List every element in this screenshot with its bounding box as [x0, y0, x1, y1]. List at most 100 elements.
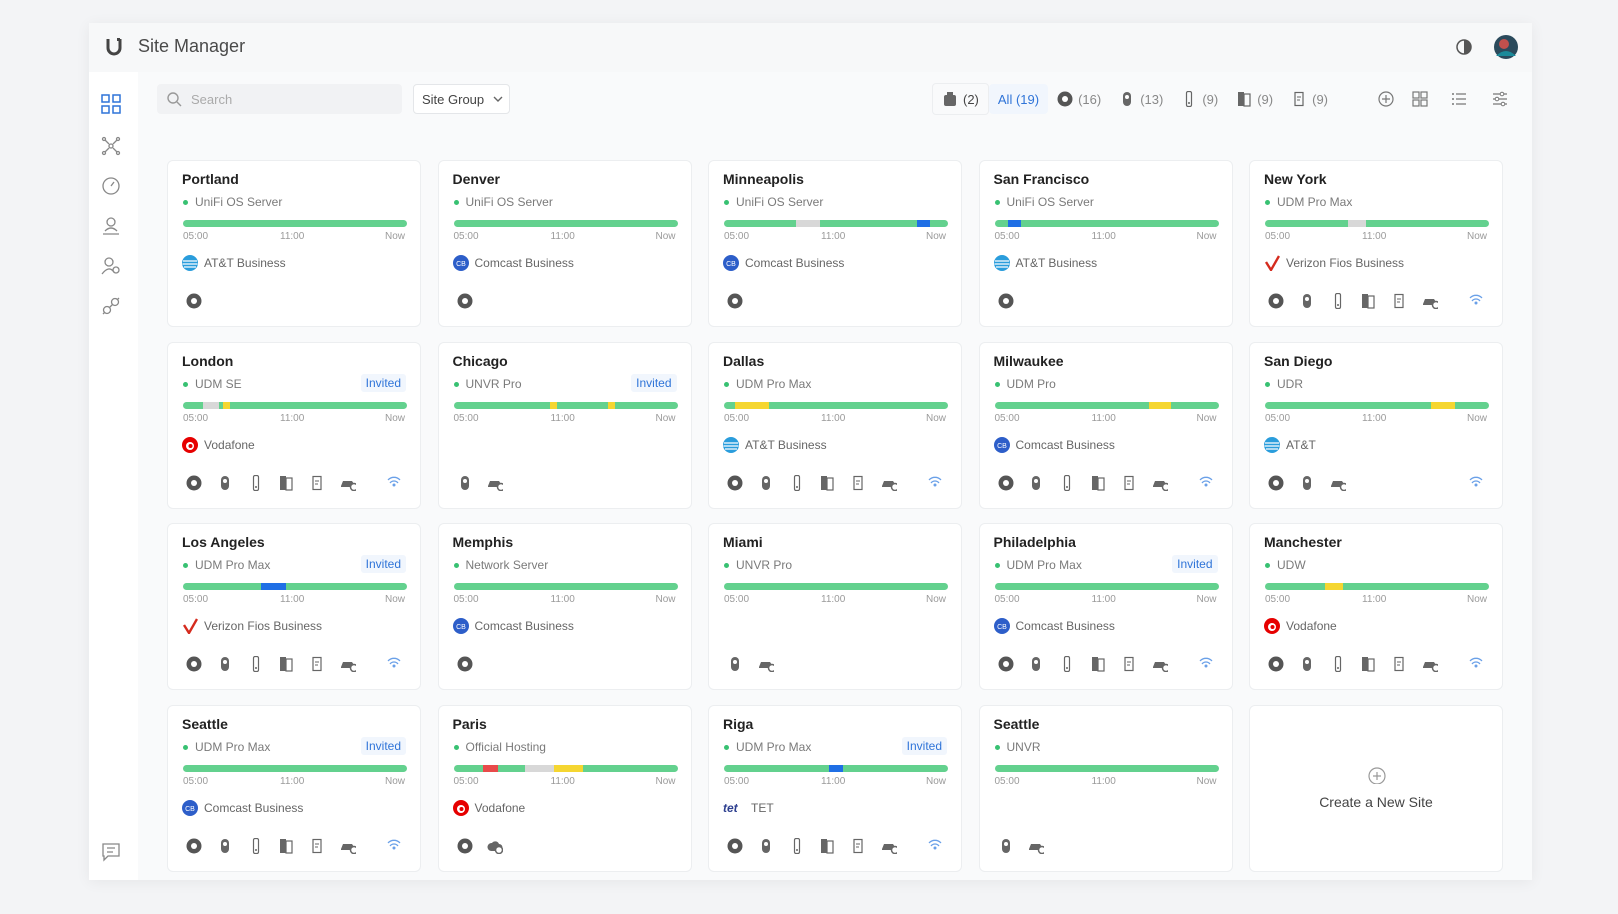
site-card[interactable]: Seattle UNVR 05:00 11:00 Now: [978, 704, 1233, 872]
device-icon: [387, 657, 401, 668]
site-card[interactable]: Los Angeles UDM Pro Max Invited 05:00 11:00 N…: [167, 523, 421, 690]
grid-view[interactable]: [1412, 91, 1428, 107]
site-card[interactable]: Seattle UDM Pro Max Invited 05:00 11:00 Now CB…: [167, 704, 421, 872]
settings-part: [1494, 96, 1500, 102]
filter-button[interactable]: All (19): [988, 84, 1049, 114]
time-label: 05:00: [1265, 594, 1291, 605]
device-icon: [1199, 476, 1212, 486]
site-group-dropdown[interactable]: Site Group: [413, 84, 510, 114]
device-icon: [1469, 294, 1483, 305]
uptime-segment: [554, 764, 584, 772]
device-icon: [1268, 656, 1284, 672]
site-card[interactable]: Paris Official Hosting 05:00 11:00 Now Vodafo…: [437, 704, 692, 872]
filter-count: (16): [1078, 91, 1102, 107]
filter-button[interactable]: (9): [1227, 84, 1282, 114]
device-icon-part: [315, 661, 320, 666]
grid-view-part: [1412, 99, 1420, 107]
device-icon: [220, 838, 229, 853]
nav-topology[interactable]: [101, 136, 121, 156]
nav-dashboard[interactable]: [101, 94, 121, 114]
filter-count: (9): [1202, 91, 1219, 107]
filter-button[interactable]: (9): [1282, 84, 1337, 114]
site-card[interactable]: Dallas UDM Pro Max 05:00 11:00 Now AT&T Busin…: [708, 341, 962, 509]
device-icon: [998, 475, 1013, 490]
isp-logo: tet: [723, 801, 739, 815]
uptime-segment: [916, 220, 931, 227]
avatar[interactable]: [1493, 34, 1519, 60]
nav-users[interactable]: [101, 256, 121, 276]
site-card[interactable]: Miami UNVR Pro 05:00 11:00 Now: [708, 523, 962, 690]
site-card[interactable]: New York UDM Pro Max 05:00 11:00 Now Verizon …: [1249, 160, 1503, 327]
device-icons: [457, 475, 677, 495]
device-icon: [252, 474, 259, 491]
time-label: Now: [1196, 775, 1217, 787]
site-card[interactable]: Riga UDM Pro Max Invited 05:00 11:00 Now tet TE…: [708, 704, 962, 872]
search-box[interactable]: Search: [157, 84, 402, 114]
filter-button[interactable]: (2): [932, 83, 989, 115]
device-icon: [1423, 662, 1438, 672]
create-site-label: Create a New Site: [1319, 793, 1433, 810]
nav-admins[interactable]: [101, 216, 121, 236]
device-icon-part: [1002, 479, 1009, 486]
list-view[interactable]: [1451, 91, 1467, 107]
site-card[interactable]: Manchester UDW 05:00 11:00 Now Vodafone: [1249, 523, 1503, 690]
device-icon-part: [312, 838, 322, 853]
nav-feedback[interactable]: [101, 842, 121, 862]
isp: CB Comcast Business: [452, 618, 574, 634]
settings[interactable]: [1492, 91, 1508, 107]
time-label: 11:00: [280, 775, 305, 787]
device-icon: [928, 839, 942, 849]
site-card[interactable]: Philadelphia UDM Pro Max Invited 05:00 11:00…: [978, 523, 1233, 690]
nav-speed[interactable]: [101, 176, 121, 196]
site-card[interactable]: Minneapolis UniFi OS Server 05:00 11:00 Now C…: [708, 160, 962, 327]
site-card[interactable]: Memphis Network Server 05:00 11:00 Now CB Comc…: [437, 523, 692, 690]
site-card[interactable]: Denver UniFi OS Server 05:00 11:00 Now CB Comc…: [437, 160, 692, 327]
device-icon-part: [1126, 661, 1131, 666]
isp-logo: [182, 618, 198, 634]
filter-button[interactable]: (9): [1172, 84, 1227, 114]
time-label: 05:00: [453, 231, 479, 242]
site-card[interactable]: Portland UniFi OS Server 05:00 11:00 Now AT&T…: [167, 160, 421, 327]
device-icon-part: [1124, 475, 1134, 490]
device-icon: [1302, 657, 1311, 671]
add-button[interactable]: [1378, 91, 1394, 107]
isp-logo: [1264, 618, 1280, 634]
device-model: UDM Pro Max: [195, 739, 271, 754]
uptime-bar: [183, 220, 407, 227]
create-site-card[interactable]: Create a New Site: [1249, 704, 1503, 872]
site-card[interactable]: Chicago UNVR Pro Invited 05:00 11:00 Now: [437, 341, 692, 509]
isp-logo-part: CB: [997, 443, 1007, 450]
site-name: Philadelphia: [993, 534, 1076, 550]
site-name: London: [182, 352, 234, 369]
device-icon: [1469, 476, 1483, 486]
site-name: Miami: [723, 534, 763, 550]
site-card[interactable]: Milwaukee UDM Pro 05:00 11:00 Now CB Comcast B…: [978, 341, 1233, 509]
uptime-bar: [994, 220, 1219, 227]
device-icon-part: [853, 475, 863, 490]
isp-logo: CB: [182, 799, 198, 816]
status-dot: [183, 381, 188, 387]
time-label: 05:00: [183, 231, 209, 242]
status-dot: [453, 200, 459, 205]
device-icon-part: [890, 845, 897, 854]
chevron-part: [493, 96, 503, 102]
device-icon-part: [1091, 657, 1098, 671]
filter-button[interactable]: (13): [1110, 84, 1172, 114]
device-icon-part: [733, 660, 737, 664]
device-icon-part: [1161, 663, 1168, 672]
time-label: 05:00: [994, 594, 1020, 605]
site-name: Denver: [452, 171, 500, 187]
filter-icon: [1238, 92, 1251, 107]
isp: Vodafone: [182, 436, 255, 453]
isp: AT&T: [1264, 436, 1316, 453]
device-icon-part: [1273, 298, 1279, 304]
site-card[interactable]: San Diego UDR 05:00 11:00 Now AT&T: [1249, 341, 1503, 509]
time-label: 11:00: [280, 231, 305, 242]
device-model: UDM Pro Max: [736, 376, 812, 391]
site-card[interactable]: London UDM SE Invited 05:00 11:00 Now Vodafone: [167, 341, 421, 509]
nav-integrations[interactable]: [101, 296, 121, 316]
isp-logo: CB: [993, 618, 1010, 634]
site-card[interactable]: San Francisco UniFi OS Server 05:00 11:00 No…: [978, 160, 1233, 327]
theme-toggle[interactable]: [1455, 38, 1473, 56]
filter-button[interactable]: (16): [1048, 84, 1110, 114]
